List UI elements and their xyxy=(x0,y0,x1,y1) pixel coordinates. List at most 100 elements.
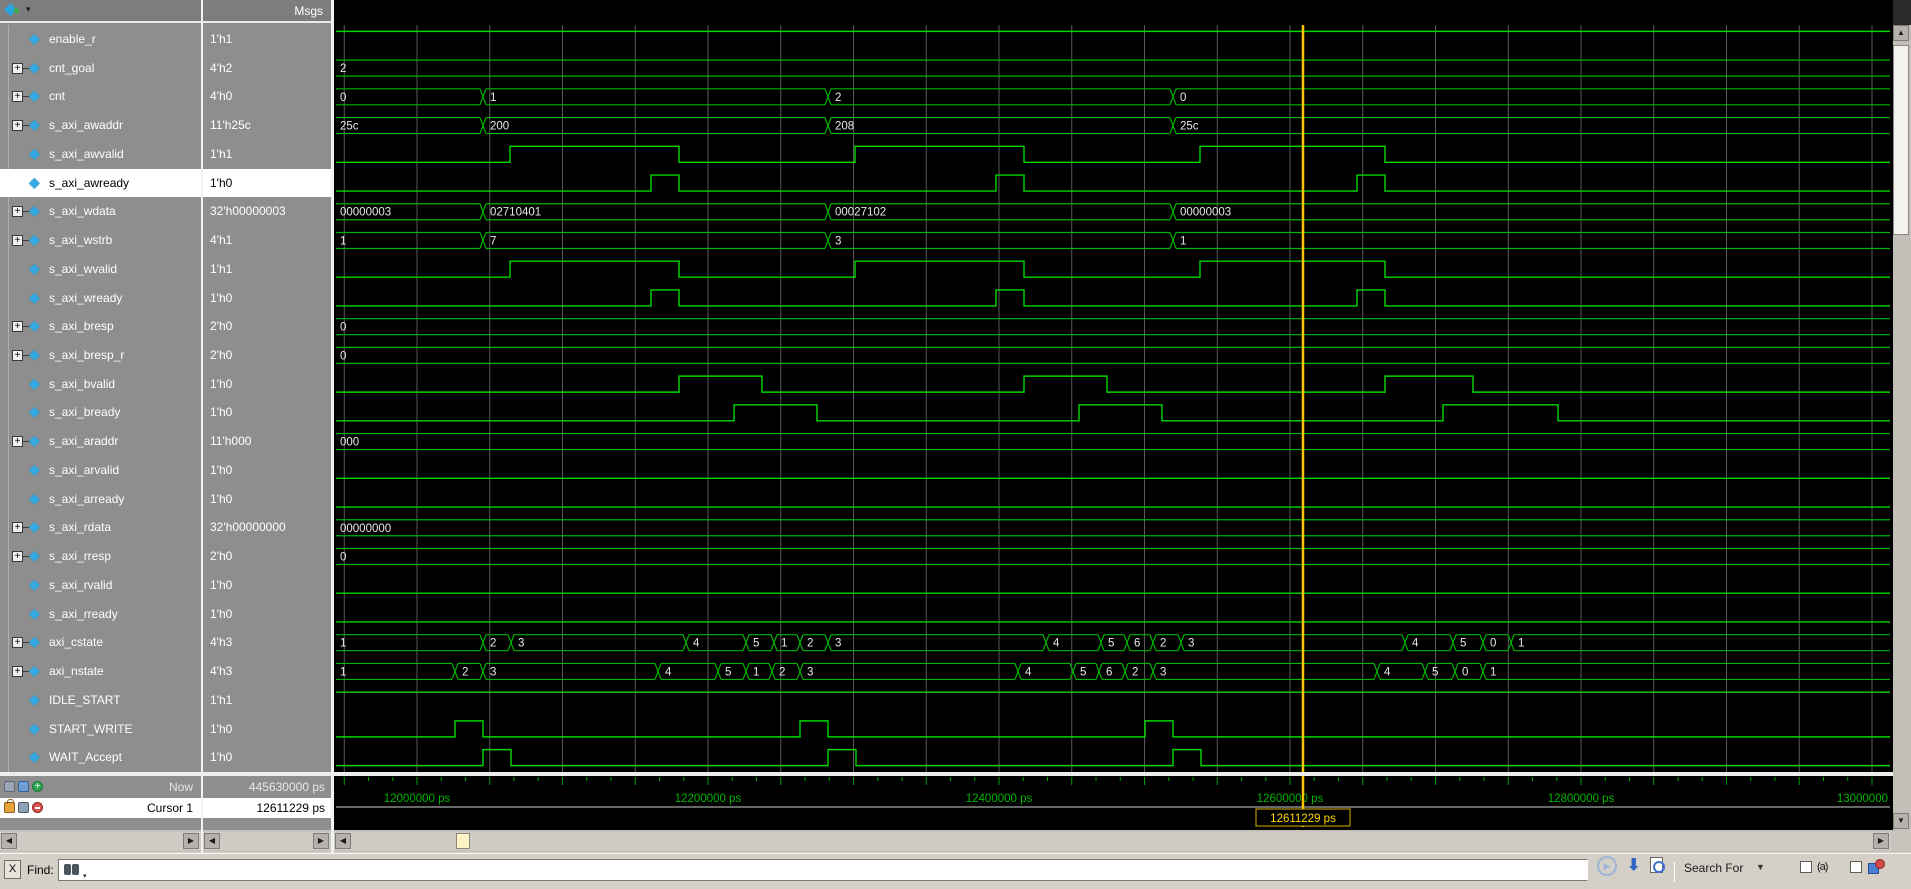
signal-value-row-s_axi_arvalid[interactable]: 1'h0 xyxy=(203,456,331,484)
find-next-button[interactable]: ▶ xyxy=(1597,856,1617,876)
chevron-down-icon[interactable]: ▼ xyxy=(1756,862,1765,872)
scroll-down-button[interactable]: ▼ xyxy=(1893,813,1909,829)
expand-icon[interactable]: + xyxy=(12,522,30,534)
scroll-left-button[interactable]: ◀ xyxy=(204,833,220,849)
scroll-right-button[interactable]: ▶ xyxy=(313,833,329,849)
scroll-right-button[interactable]: ▶ xyxy=(183,833,199,849)
expand-icon[interactable]: + xyxy=(12,350,30,362)
signal-value-row-s_axi_rresp[interactable]: 2'h0 xyxy=(203,542,331,570)
expand-icon[interactable]: + xyxy=(12,62,30,74)
signal-row-s_axi_bresp[interactable]: + ◆ s_axi_bresp xyxy=(0,312,201,340)
app-logo-icon[interactable]: ◆ ◆ ▾ xyxy=(4,0,31,18)
expand-icon[interactable]: + xyxy=(12,91,30,103)
signal-row-s_axi_wvalid[interactable]: ◆ s_axi_wvalid xyxy=(0,255,201,283)
signal-row-cnt_goal[interactable]: + ◆ cnt_goal xyxy=(0,54,201,82)
signal-row-axi_cstate[interactable]: + ◆ axi_cstate xyxy=(0,628,201,656)
logo-dropdown-caret[interactable]: ▾ xyxy=(26,4,31,14)
wave-scroll-thumb[interactable] xyxy=(456,833,470,849)
signal-row-s_axi_rresp[interactable]: + ◆ s_axi_rresp xyxy=(0,542,201,570)
signal-value-row-s_axi_wvalid[interactable]: 1'h1 xyxy=(203,255,331,283)
signal-row-s_axi_bvalid[interactable]: ◆ s_axi_bvalid xyxy=(0,370,201,398)
search-for-dropdown[interactable]: Search For xyxy=(1684,861,1744,875)
search-down-button[interactable]: ⬇ xyxy=(1627,857,1641,874)
scroll-right-button[interactable]: ▶ xyxy=(1873,833,1889,849)
wave-pane-scrollbar[interactable]: ◀ ▶ xyxy=(334,832,1891,850)
signal-row-s_axi_arready[interactable]: ◆ s_axi_arready xyxy=(0,485,201,513)
signal-row-enable_r[interactable]: ◆ enable_r xyxy=(0,25,201,53)
signal-row-s_axi_rvalid[interactable]: ◆ s_axi_rvalid xyxy=(0,571,201,599)
signal-row-s_axi_awready[interactable]: ◆ s_axi_awready xyxy=(0,168,201,197)
pane-splitter[interactable] xyxy=(331,0,334,853)
vertical-scrollbar[interactable]: ▲ ▼ xyxy=(1893,25,1911,830)
signal-value-row-WAIT_Accept[interactable]: 1'h0 xyxy=(203,743,331,771)
cursor1-row[interactable]: Cursor 1 12611229 ps xyxy=(0,798,331,818)
timeline-splitter[interactable] xyxy=(0,772,1893,776)
signal-value-row-s_axi_bresp[interactable]: 2'h0 xyxy=(203,312,331,340)
search-option-checkbox[interactable] xyxy=(1850,861,1862,873)
signal-value-row-enable_r[interactable]: 1'h1 xyxy=(203,25,331,53)
signal-value-row-cnt[interactable]: 4'h0 xyxy=(203,82,331,110)
signal-row-START_WRITE[interactable]: ◆ START_WRITE xyxy=(0,715,201,743)
cursor-time-badge[interactable] xyxy=(1255,808,1351,827)
search-document-icon[interactable] xyxy=(1650,857,1665,873)
signal-value-row-START_WRITE[interactable]: 1'h0 xyxy=(203,715,331,743)
signal-row-s_axi_araddr[interactable]: + ◆ s_axi_araddr xyxy=(0,427,201,455)
expand-icon[interactable]: + xyxy=(12,436,30,448)
wave-options-icon[interactable] xyxy=(4,781,15,792)
signal-value-row-s_axi_arready[interactable]: 1'h0 xyxy=(203,485,331,513)
scroll-up-button[interactable]: ▲ xyxy=(1893,25,1909,41)
remove-cursor-icon[interactable] xyxy=(32,802,43,813)
cursor-properties-icon[interactable] xyxy=(18,802,29,813)
signal-row-cnt[interactable]: + ◆ cnt xyxy=(0,82,201,110)
signal-row-s_axi_rready[interactable]: ◆ s_axi_rready xyxy=(0,600,201,628)
expand-icon[interactable]: + xyxy=(12,321,30,333)
close-find-button[interactable]: X xyxy=(4,860,21,879)
signal-row-axi_nstate[interactable]: + ◆ axi_nstate xyxy=(0,657,201,685)
signal-row-s_axi_rdata[interactable]: + ◆ s_axi_rdata xyxy=(0,513,201,541)
expand-icon[interactable]: + xyxy=(12,120,30,132)
search-mode-icon[interactable] xyxy=(1868,859,1885,874)
signal-value-row-s_axi_bvalid[interactable]: 1'h0 xyxy=(203,370,331,398)
signal-row-s_axi_awaddr[interactable]: + ◆ s_axi_awaddr xyxy=(0,111,201,139)
signal-row-s_axi_arvalid[interactable]: ◆ s_axi_arvalid xyxy=(0,456,201,484)
signal-row-s_axi_bresp_r[interactable]: + ◆ s_axi_bresp_r xyxy=(0,341,201,369)
signal-value-row-s_axi_wready[interactable]: 1'h0 xyxy=(203,284,331,312)
signal-value-row-s_axi_bresp_r[interactable]: 2'h0 xyxy=(203,341,331,369)
signal-value-row-s_axi_rvalid[interactable]: 1'h0 xyxy=(203,571,331,599)
scroll-left-button[interactable]: ◀ xyxy=(335,833,351,849)
signal-value-row-s_axi_awvalid[interactable]: 1'h1 xyxy=(203,140,331,168)
signal-row-s_axi_wready[interactable]: ◆ s_axi_wready xyxy=(0,284,201,312)
signal-value-row-s_axi_araddr[interactable]: 11'h000 xyxy=(203,427,331,455)
signal-row-s_axi_wdata[interactable]: + ◆ s_axi_wdata xyxy=(0,197,201,225)
value-pane-scrollbar[interactable]: ◀ ▶ xyxy=(203,832,331,850)
lock-cursor-icon[interactable] xyxy=(4,799,15,813)
add-cursor-icon[interactable]: + xyxy=(32,781,43,792)
signal-row-IDLE_START[interactable]: ◆ IDLE_START xyxy=(0,686,201,714)
signal-row-WAIT_Accept[interactable]: ◆ WAIT_Accept xyxy=(0,743,201,771)
vertical-scroll-thumb[interactable] xyxy=(1893,45,1909,235)
scroll-left-button[interactable]: ◀ xyxy=(1,833,17,849)
signal-value-row-s_axi_rdata[interactable]: 32'h00000000 xyxy=(203,513,331,541)
expand-icon[interactable]: + xyxy=(12,551,30,563)
expand-icon[interactable]: + xyxy=(12,666,30,678)
find-input[interactable]: ▾ xyxy=(58,859,1588,881)
signal-value-row-s_axi_rready[interactable]: 1'h0 xyxy=(203,600,331,628)
waveform-pane[interactable]: 2 0 1 2 0 25c 200 208 25c 00000003 02710401 0002710… xyxy=(334,0,1893,830)
signal-row-s_axi_bready[interactable]: ◆ s_axi_bready xyxy=(0,398,201,426)
comment-icon[interactable] xyxy=(18,781,29,792)
expand-icon[interactable]: + xyxy=(12,206,30,218)
signal-value-row-axi_nstate[interactable]: 4'h3 xyxy=(203,657,331,685)
signal-value-row-s_axi_wstrb[interactable]: 4'h1 xyxy=(203,226,331,254)
find-options-caret[interactable]: ▾ xyxy=(83,873,87,880)
binoculars-icon[interactable] xyxy=(64,863,82,876)
signal-value-row-s_axi_awaddr[interactable]: 11'h25c xyxy=(203,111,331,139)
signal-row-s_axi_awvalid[interactable]: ◆ s_axi_awvalid xyxy=(0,140,201,168)
pane-splitter[interactable] xyxy=(201,0,203,853)
signal-row-s_axi_wstrb[interactable]: + ◆ s_axi_wstrb xyxy=(0,226,201,254)
match-case-checkbox[interactable] xyxy=(1800,861,1812,873)
signal-value-row-axi_cstate[interactable]: 4'h3 xyxy=(203,628,331,656)
signal-value-row-IDLE_START[interactable]: 1'h1 xyxy=(203,686,331,714)
name-pane-scrollbar[interactable]: ◀ ▶ xyxy=(0,832,201,850)
signal-value-row-s_axi_wdata[interactable]: 32'h00000003 xyxy=(203,197,331,225)
